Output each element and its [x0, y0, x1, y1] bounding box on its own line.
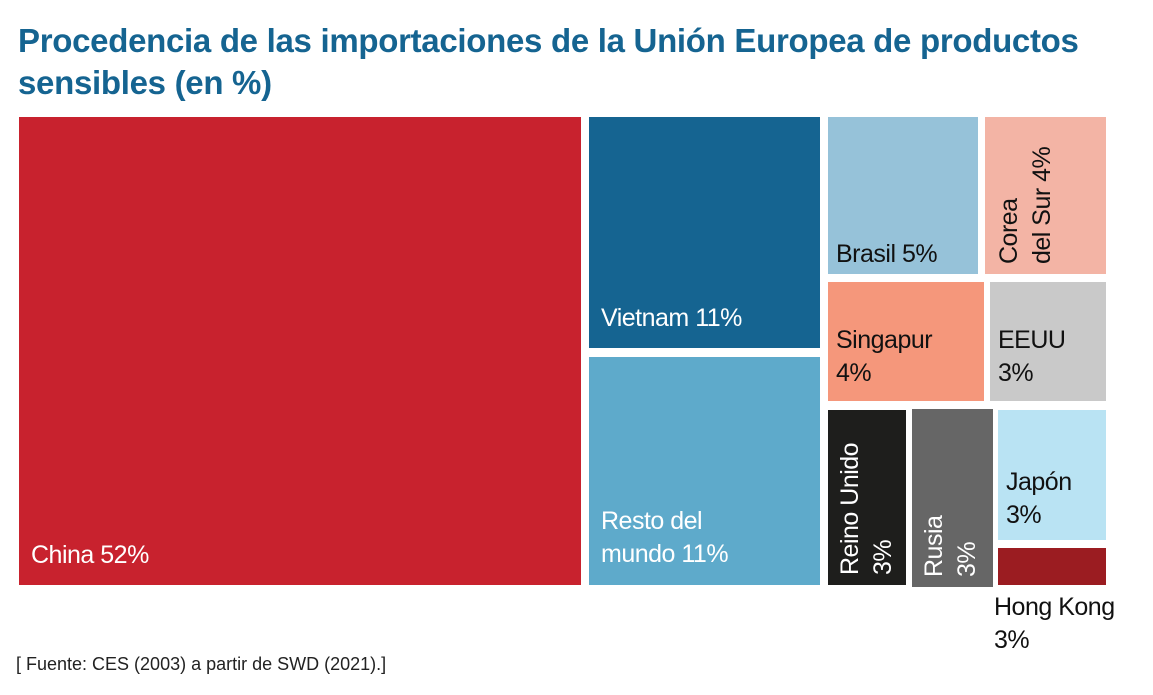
label-line: Resto del: [601, 507, 703, 535]
label-line: 3%: [998, 359, 1034, 387]
tile-label-japon: Japón 3%: [1006, 466, 1072, 532]
tile-label-rusia: Rusia 3%: [918, 516, 984, 577]
label-line: Rusia: [920, 515, 948, 577]
label-line: 3%: [953, 541, 981, 577]
label-line: EEUU: [998, 326, 1066, 354]
label-line: 4%: [836, 359, 872, 387]
tile-singapur: [828, 282, 984, 401]
tile-eeuu: [990, 282, 1106, 401]
source-note: [ Fuente: CES (2003) a partir de SWD (20…: [16, 654, 387, 674]
tile-china: [19, 117, 581, 585]
tile-label-singapur: Singapur 4%: [836, 324, 933, 390]
tile-label-china: China 52%: [31, 539, 149, 572]
tile-rusia: [912, 409, 993, 587]
label-line: Japón: [1006, 468, 1072, 496]
tile-reino-unido: [828, 410, 906, 585]
label-line: Vietnam 11%: [601, 304, 742, 332]
tile-label-reino-unido: Reino Unido 3%: [834, 443, 900, 575]
tile-label-brasil: Brasil 5%: [836, 238, 938, 271]
label-line: Reino Unido: [836, 442, 864, 575]
label-line: mundo 11%: [601, 540, 729, 568]
label-line: Singapur: [836, 326, 933, 354]
label-line: 3%: [994, 626, 1030, 654]
tile-label-hong-kong: Hong Kong 3%: [994, 591, 1115, 657]
label-line: Hong Kong: [994, 593, 1115, 621]
label-line: 3%: [1006, 501, 1042, 529]
chart-title: Procedencia de las importaciones de la U…: [18, 22, 1079, 101]
tile-label-vietnam: Vietnam 11%: [601, 302, 742, 335]
tile-resto-del-mundo: [589, 357, 820, 585]
tile-label-resto-del-mundo: Resto del mundo 11%: [601, 505, 729, 571]
label-line: del Sur 4%: [1028, 146, 1056, 264]
tile-label-corea-del-sur: Corea del Sur 4%: [993, 147, 1059, 264]
tile-label-eeuu: EEUU 3%: [998, 324, 1066, 390]
label-line: Corea: [995, 198, 1023, 264]
label-line: Brasil 5%: [836, 240, 938, 268]
tile-japon: [998, 410, 1106, 540]
tile-corea-del-sur: [985, 117, 1106, 274]
label-line: China 52%: [31, 541, 149, 569]
tile-vietnam: [589, 117, 820, 348]
label-line: 3%: [869, 539, 897, 575]
tile-brasil: [828, 117, 978, 274]
tile-hong-kong: [998, 548, 1106, 585]
